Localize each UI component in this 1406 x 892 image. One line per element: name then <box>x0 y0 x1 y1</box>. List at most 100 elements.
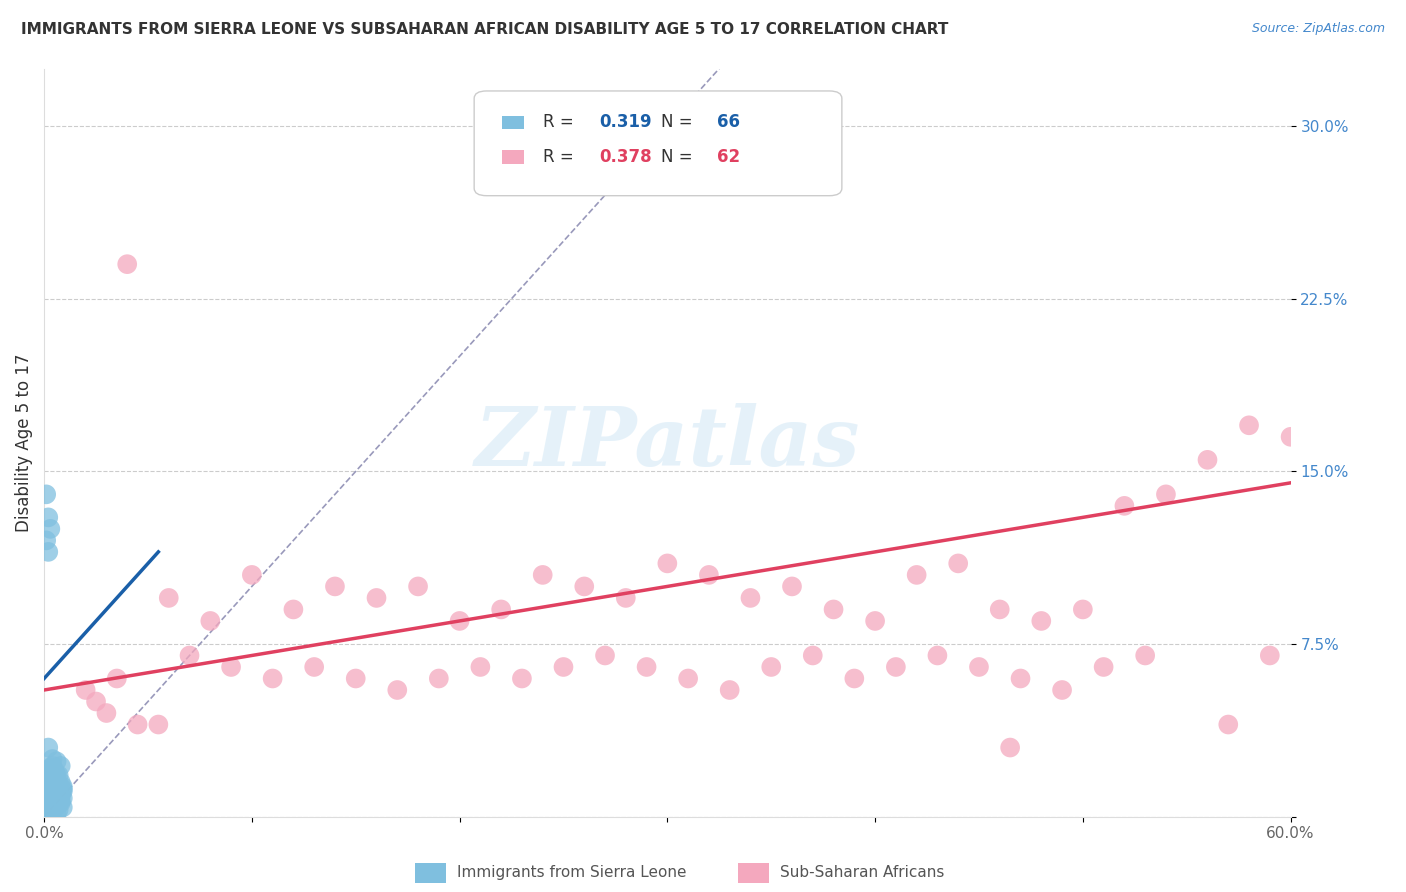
Point <box>240 568 263 582</box>
Point <box>35 784 58 798</box>
Point <box>37 782 59 797</box>
Point <box>41 752 63 766</box>
Point <box>44 798 66 813</box>
Point <box>35 487 58 501</box>
Point <box>39 803 62 817</box>
Text: N =: N = <box>661 113 697 131</box>
Point <box>323 579 346 593</box>
Point <box>593 648 616 663</box>
Point <box>39 789 62 803</box>
Point <box>52 780 75 794</box>
Point <box>863 614 886 628</box>
Text: 0.319: 0.319 <box>599 113 651 131</box>
Point <box>1114 499 1136 513</box>
Point <box>948 557 970 571</box>
Point <box>52 784 75 798</box>
Point <box>1197 452 1219 467</box>
Point <box>37 789 59 803</box>
Point <box>39 798 62 813</box>
Point <box>219 660 242 674</box>
Point <box>574 579 596 593</box>
Point <box>1218 717 1240 731</box>
Text: Immigrants from Sierra Leone: Immigrants from Sierra Leone <box>457 865 686 880</box>
Point <box>37 771 59 785</box>
Point <box>41 805 63 819</box>
Point <box>387 683 409 698</box>
Point <box>366 591 388 605</box>
Point <box>49 796 72 810</box>
Point <box>37 775 59 789</box>
Point <box>449 614 471 628</box>
Point <box>39 765 62 780</box>
Point <box>801 648 824 663</box>
Point <box>1010 672 1032 686</box>
Point <box>1133 648 1156 663</box>
Point <box>489 602 512 616</box>
Point <box>49 793 72 807</box>
Point <box>37 800 59 814</box>
Point <box>148 717 170 731</box>
Point <box>531 568 554 582</box>
Point <box>105 672 128 686</box>
Point <box>44 764 66 778</box>
Point <box>52 791 75 805</box>
Point <box>52 782 75 797</box>
Point <box>44 796 66 810</box>
Point <box>1050 683 1073 698</box>
Point <box>283 602 305 616</box>
Text: 66: 66 <box>717 113 740 131</box>
Point <box>48 793 70 807</box>
Point <box>48 787 70 801</box>
Point <box>39 772 62 787</box>
Text: R =: R = <box>543 113 579 131</box>
Point <box>510 672 533 686</box>
Point <box>39 761 62 775</box>
Point <box>35 803 58 817</box>
Point <box>884 660 907 674</box>
Point <box>780 579 803 593</box>
Point <box>45 798 67 813</box>
Point <box>179 648 201 663</box>
Point <box>48 777 70 791</box>
Point <box>1154 487 1177 501</box>
Point <box>823 602 845 616</box>
FancyBboxPatch shape <box>502 116 524 129</box>
Point <box>470 660 492 674</box>
Text: 62: 62 <box>717 148 741 166</box>
Point <box>41 764 63 778</box>
Y-axis label: Disability Age 5 to 17: Disability Age 5 to 17 <box>15 353 32 532</box>
Point <box>48 796 70 810</box>
Point <box>427 672 450 686</box>
Point <box>44 800 66 814</box>
Point <box>41 787 63 801</box>
Point <box>44 775 66 789</box>
Point <box>84 694 107 708</box>
Point <box>988 602 1011 616</box>
Point <box>96 706 118 720</box>
Point <box>614 591 637 605</box>
Point <box>1279 430 1302 444</box>
Point <box>48 803 70 817</box>
Point <box>37 510 59 524</box>
Point <box>844 672 866 686</box>
Point <box>41 768 63 782</box>
FancyBboxPatch shape <box>474 91 842 195</box>
Point <box>48 768 70 782</box>
Point <box>927 648 949 663</box>
Text: IMMIGRANTS FROM SIERRA LEONE VS SUBSAHARAN AFRICAN DISABILITY AGE 5 TO 17 CORREL: IMMIGRANTS FROM SIERRA LEONE VS SUBSAHAR… <box>21 22 949 37</box>
Point <box>127 717 149 731</box>
Point <box>39 522 62 536</box>
Point <box>49 775 72 789</box>
Point <box>718 683 741 698</box>
Point <box>41 780 63 794</box>
Point <box>49 759 72 773</box>
Point <box>262 672 284 686</box>
Point <box>1092 660 1115 674</box>
Point <box>1071 602 1094 616</box>
Point <box>406 579 429 593</box>
Point <box>35 764 58 778</box>
Point <box>905 568 928 582</box>
Point <box>49 789 72 803</box>
Point <box>676 672 699 686</box>
Text: ZIPatlas: ZIPatlas <box>475 402 860 483</box>
